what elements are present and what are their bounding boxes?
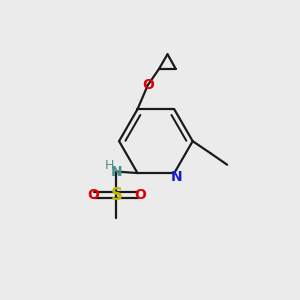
Text: O: O [142,78,154,92]
Text: O: O [134,188,146,202]
Text: O: O [87,188,99,202]
Text: N: N [170,169,182,184]
Text: N: N [110,165,122,178]
Text: S: S [110,186,122,204]
Text: H: H [105,159,115,172]
